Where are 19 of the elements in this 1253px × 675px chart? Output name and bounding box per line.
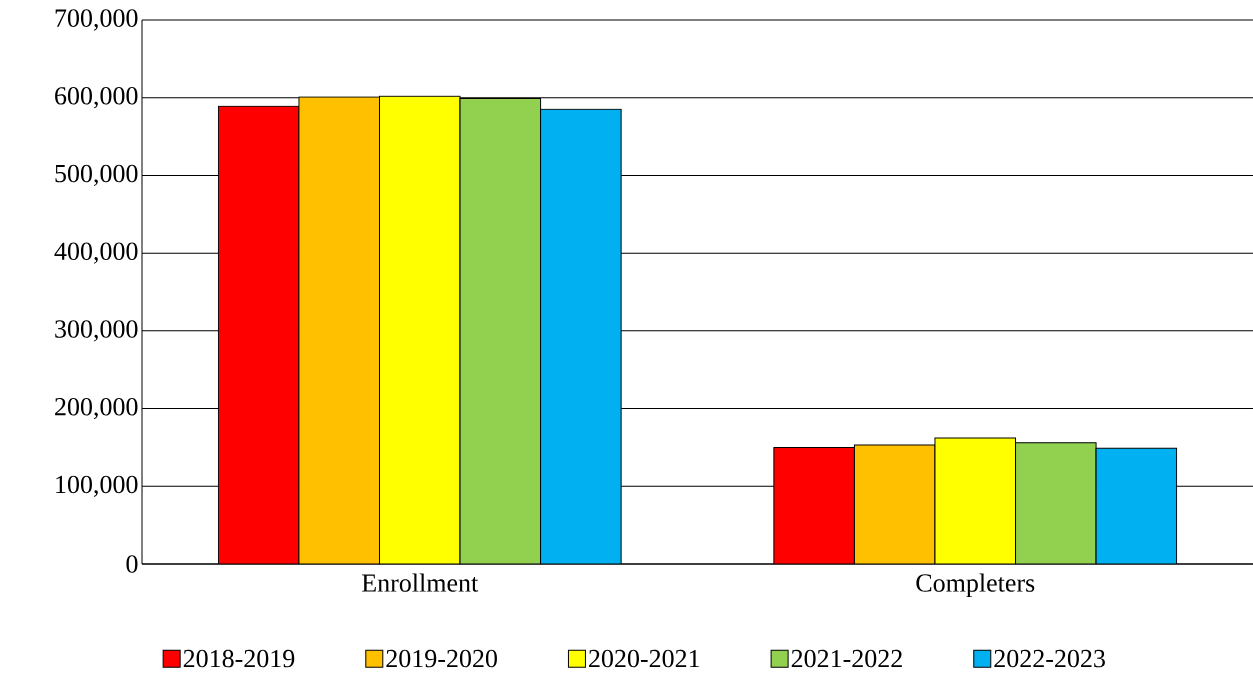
y-tick-label: 100,000 <box>56 475 138 497</box>
legend-label: 2021-2022 <box>791 649 902 668</box>
y-tick-label: 500,000 <box>55 164 138 187</box>
y-tick-label: 200,000 <box>55 397 138 420</box>
y-tick-label: 700,000 <box>55 9 138 31</box>
x-tick-label: Enrollment <box>362 573 479 592</box>
x-tick-label: Completers <box>916 573 1035 598</box>
legend-label: 2019-2020 <box>386 649 497 668</box>
legend-label: 2020-2021 <box>589 649 700 668</box>
y-tick-label: 300,000 <box>55 320 138 342</box>
bar <box>934 437 1017 564</box>
legend-label: 2018-2019 <box>183 649 295 668</box>
legend-label: 2022-2023 <box>994 649 1105 668</box>
y-tick-label: 0 <box>126 555 138 573</box>
bar <box>1015 442 1097 564</box>
y-tick-label: 400,000 <box>54 242 138 264</box>
bar <box>378 95 461 564</box>
y-tick-label: 600,000 <box>55 87 138 109</box>
bar <box>459 98 542 564</box>
